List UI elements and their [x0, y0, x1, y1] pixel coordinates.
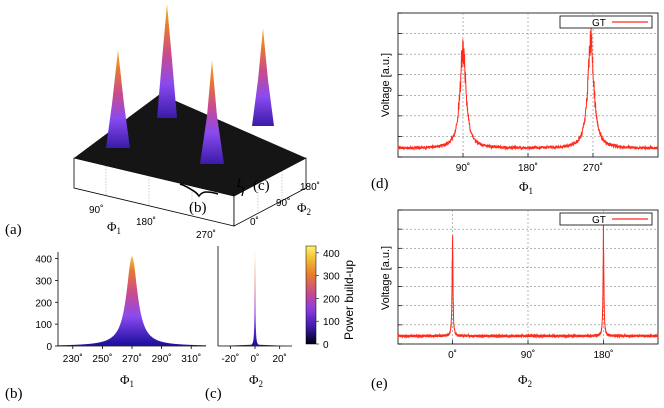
panel-label-b: (b) [5, 386, 23, 402]
panel-c-peak-phi2: -20˚ 0˚ 20˚ Φ2 (c) [205, 246, 292, 402]
colorbar-tick-label: 100 [323, 317, 340, 328]
spike-front-left [106, 50, 130, 148]
panel-label-c: (c) [205, 386, 222, 402]
colorbar-label: Power build-up [342, 260, 356, 340]
box-right-wall [233, 157, 307, 227]
d-xtick-label: 180˚ [518, 162, 538, 174]
colorbar-tick-label: 200 [323, 294, 340, 305]
b-xtick-label: 250˚ [92, 353, 112, 365]
d-xtick-label: 270˚ [583, 162, 603, 174]
b-ytick-label: 400 [35, 255, 52, 266]
a-xtick-270: 270˚ [196, 229, 216, 241]
surface-plane [74, 94, 306, 196]
spike-back-right [252, 28, 274, 126]
label-c-inset: (c) [253, 178, 270, 194]
e-legend-label: GT [592, 215, 606, 226]
a-ytick-90: 90˚ [276, 197, 290, 209]
d-xtick-label: 90˚ [456, 162, 470, 174]
d-legend: GT [559, 15, 653, 29]
panel-b-peak-phi1: 0 100 200 300 400 230˚ 250˚ 270˚ 290˚ 310˚ Φ1 (b… [5, 252, 206, 402]
b-ytick-label: 200 [35, 298, 52, 309]
panel-a-surface-plot: (b) (c) 90˚ 180˚ 270˚ 0˚ 90˚ 180˚ Φ1 Φ2 … [5, 4, 320, 241]
b-ytick-label: 0 [46, 342, 52, 353]
b-ytick-label: 300 [35, 276, 52, 287]
d-ylabel: Voltage [a.u.] [380, 53, 392, 117]
panel-e-voltage-phi2: 0˚ 90˚ 180˚ GT Voltage [a.u.] Φ2 (e) [371, 209, 659, 392]
d-legend-label: GT [592, 18, 606, 29]
a-ylabel: Φ2 [297, 200, 311, 217]
a-xtick-90: 90˚ [89, 204, 103, 216]
c-xtick-label: 0˚ [251, 353, 260, 365]
b-xtick-label: 230˚ [63, 353, 83, 365]
a-xlabel: Φ1 [107, 219, 121, 236]
spike-back-left [157, 4, 177, 118]
colorbar: 0 100 200 300 400 Power build-up [305, 245, 356, 351]
bracket-c [237, 177, 245, 197]
a-xtick-180: 180˚ [136, 216, 156, 228]
b-xtick-label: 290˚ [152, 353, 172, 365]
colorbar-tick-label: 300 [323, 272, 340, 283]
b-xtick-label: 310˚ [181, 353, 201, 365]
box-wall-grid [105, 166, 283, 216]
e-ylabel: Voltage [a.u.] [380, 246, 392, 310]
colorbar-tick-label: 400 [323, 249, 340, 260]
c-peak-area [218, 250, 292, 346]
label-b-inset: (b) [189, 200, 207, 216]
e-legend: GT [559, 212, 653, 226]
d-signal-line [397, 27, 659, 151]
a-ytick-180: 180˚ [300, 181, 320, 193]
c-xtick-label: 20˚ [272, 353, 286, 365]
e-xtick-label: 0˚ [448, 349, 457, 361]
e-xtick-label: 180˚ [593, 349, 613, 361]
c-xtick-label: -20˚ [221, 353, 239, 365]
spike-front-right [200, 60, 224, 164]
b-peak-area [58, 256, 206, 346]
e-signal-line [397, 225, 659, 340]
colorbar-gradient [305, 245, 317, 345]
panel-label-a: (a) [5, 222, 22, 238]
colorbar-tick-label: 0 [323, 340, 329, 351]
e-xlabel: Φ2 [518, 372, 532, 389]
b-xlabel: Φ1 [120, 372, 134, 389]
d-xlabel: Φ1 [519, 179, 533, 196]
c-xlabel: Φ2 [249, 372, 263, 389]
bracket-b [179, 183, 219, 198]
panel-label-d: (d) [371, 176, 389, 192]
panel-label-e: (e) [371, 376, 388, 392]
b-xtick-label: 270˚ [122, 353, 142, 365]
e-xtick-label: 90˚ [521, 349, 535, 361]
b-ytick-label: 100 [35, 320, 52, 331]
panel-d-voltage-phi1: 90˚ 180˚ 270˚ GT Voltage [a.u.] Φ1 (d) [371, 12, 659, 196]
a-ytick-0: 0˚ [250, 216, 259, 228]
